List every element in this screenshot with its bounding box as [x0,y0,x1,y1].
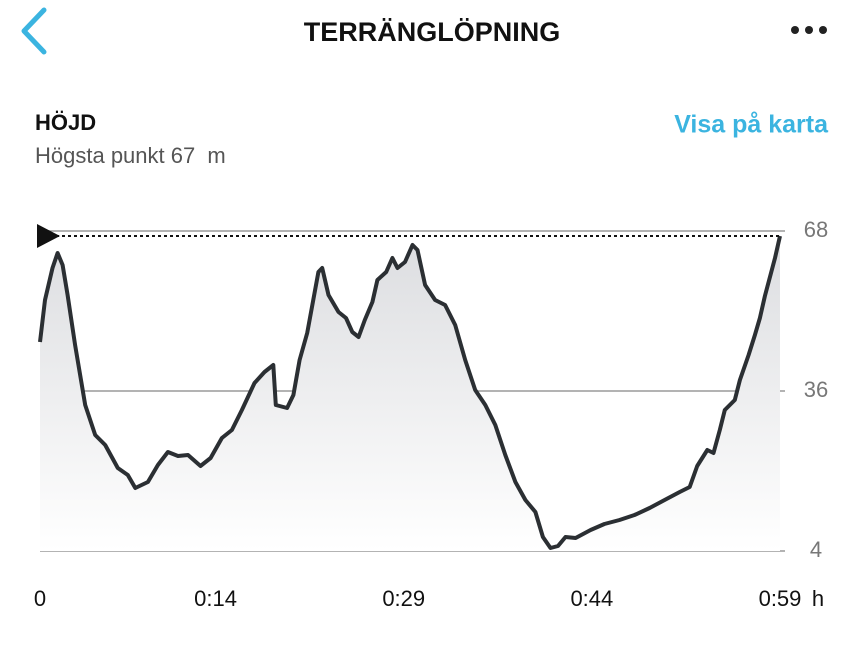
map-link[interactable]: Visa på karta [674,111,829,139]
y-tick-label: 36 [804,377,828,402]
more-button[interactable] [791,26,827,34]
x-tick-label: 0:29 [382,586,425,611]
y-tick-label: 68 [804,217,828,242]
x-tick-label: 0 [34,586,46,611]
max-label: Högsta punkt [35,143,165,168]
max-value: 67 [171,143,195,168]
x-tick-label: 0:59 [759,586,802,611]
max-marker [37,224,60,248]
back-button[interactable] [21,7,47,55]
page-title: TERRÄNGLÖPNING [304,17,561,47]
area-fill [40,236,780,551]
x-unit: h [812,586,824,611]
y-tick-label: 4 [810,537,822,562]
x-tick-label: 0:44 [570,586,613,611]
elevation-line [38,235,782,550]
section-title: HÖJD [35,110,96,135]
x-tick-label: 0:14 [194,586,237,611]
max-unit: m [207,143,225,168]
max-info: Högsta punkt 67 m [35,143,226,168]
